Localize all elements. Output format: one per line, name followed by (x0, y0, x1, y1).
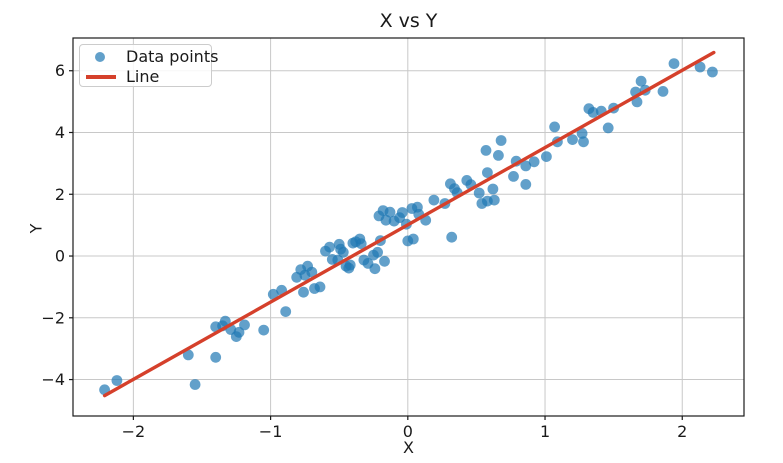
scatter-point (298, 286, 309, 298)
x-axis-label: X (403, 438, 414, 457)
y-tick-label: 0 (55, 247, 65, 266)
scatter-point (337, 246, 349, 258)
scatter-point (369, 263, 381, 275)
scatter-point (324, 241, 335, 253)
scatter-point (210, 351, 222, 363)
legend-label-data-points: Data points (126, 47, 219, 66)
scatter-point (446, 231, 458, 243)
scatter-point (407, 233, 419, 245)
scatter-point (567, 134, 578, 146)
scatter-point (384, 206, 396, 218)
scatter-point (189, 379, 201, 390)
x-tick-label: −2 (122, 422, 146, 441)
fit-line (102, 50, 716, 398)
scatter-point (380, 214, 392, 226)
scatter-point (379, 255, 390, 267)
scatter-point (344, 259, 356, 271)
scatter-point (182, 349, 194, 361)
scatter-point (267, 288, 279, 300)
y-tick-label: 2 (55, 185, 65, 204)
scatter-point (576, 127, 588, 139)
chart-title: X vs Y (379, 10, 438, 32)
scatter-point (233, 326, 245, 338)
scatter-point (694, 61, 706, 73)
scatter-point (657, 86, 669, 97)
scatter-point (549, 121, 560, 133)
axes-spines (72, 37, 745, 417)
scatter-point (280, 306, 292, 317)
scatter-point (219, 315, 231, 327)
scatter-point (520, 160, 532, 172)
scatter-marker-swatch (95, 52, 105, 62)
scatter-point (111, 375, 123, 386)
scatter-point (495, 135, 507, 146)
y-tick-label: −2 (41, 308, 65, 327)
scatter-point (602, 122, 614, 134)
scatter-point (473, 187, 485, 199)
scatter-point (258, 324, 270, 336)
line-swatch (86, 75, 116, 79)
scatter-point (314, 281, 326, 293)
scatter-point (487, 183, 499, 195)
scatter-point (482, 167, 493, 179)
scatter-point (396, 207, 408, 218)
legend-item-data-points: Data points (80, 47, 218, 67)
scatter-point (493, 150, 504, 161)
scatter-point (520, 179, 532, 190)
scatter-point (578, 136, 589, 148)
x-tick-label: 2 (677, 422, 687, 441)
scatter-point (587, 107, 599, 118)
scatter-point (372, 246, 383, 258)
y-tick-label: −4 (41, 370, 65, 389)
scatter-point (306, 266, 318, 278)
scatter-point (239, 319, 250, 331)
legend-label-line: Line (126, 67, 160, 86)
y-tick-label: 4 (55, 123, 65, 142)
scatter-point (480, 145, 492, 156)
x-tick-label: 1 (540, 422, 550, 441)
legend-item-line: Line (80, 67, 211, 87)
scatter-point (528, 156, 540, 168)
scatter-point (541, 151, 552, 163)
scatter-point (635, 75, 647, 87)
scatter-point (707, 66, 718, 78)
y-axis-label: Y (26, 223, 46, 234)
y-tick-label: 6 (55, 61, 65, 80)
scatter-point (428, 194, 440, 206)
scatter-point (488, 194, 500, 206)
legend: Data points Line (79, 44, 218, 87)
x-tick-label: 0 (403, 422, 413, 441)
scatter-point (508, 171, 519, 182)
x-tick-label: −1 (259, 422, 283, 441)
scatter-point (668, 58, 680, 69)
scatter-point (355, 238, 367, 250)
